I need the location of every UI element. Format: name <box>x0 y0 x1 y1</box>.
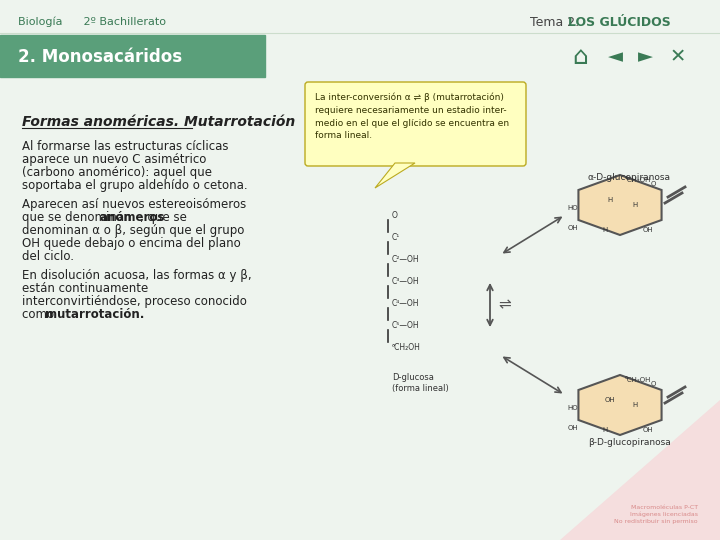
Text: OH: OH <box>605 397 616 403</box>
Text: Biología      2º Bachillerato: Biología 2º Bachillerato <box>18 17 166 27</box>
Text: 2. Monosacáridos: 2. Monosacáridos <box>18 48 182 66</box>
Text: Formas anoméricas. Mutarrotación: Formas anoméricas. Mutarrotación <box>22 115 295 129</box>
Text: anómeros: anómeros <box>99 211 165 224</box>
Text: ⇌: ⇌ <box>498 298 510 313</box>
Text: del ciclo.: del ciclo. <box>22 250 74 263</box>
Text: ✕: ✕ <box>670 48 686 66</box>
Text: soportaba el grupo aldehído o cetona.: soportaba el grupo aldehído o cetona. <box>22 179 248 192</box>
Text: OH: OH <box>567 225 578 231</box>
Text: Macromoléculas P-CT
Imágenes licenciadas
No redistribuir sin permiso: Macromoléculas P-CT Imágenes licenciadas… <box>614 505 698 524</box>
Text: HO: HO <box>567 205 578 211</box>
Text: C⁵—OH: C⁵—OH <box>392 321 420 329</box>
Polygon shape <box>578 375 662 435</box>
Text: La inter-conversión α ⇌ β (mutarrotación)
requiere necesariamente un estadio int: La inter-conversión α ⇌ β (mutarrotación… <box>315 93 509 140</box>
Text: OH quede debajo o encima del plano: OH quede debajo o encima del plano <box>22 237 240 250</box>
Text: β-D-glucopiranosa: β-D-glucopiranosa <box>588 438 671 447</box>
Text: (carbono anomérico): aquel que: (carbono anomérico): aquel que <box>22 166 212 179</box>
Text: como: como <box>22 308 58 321</box>
Text: aparece un nuevo C asimétrico: aparece un nuevo C asimétrico <box>22 153 207 166</box>
Text: O: O <box>392 211 398 219</box>
Text: C⁴—OH: C⁴—OH <box>392 299 420 307</box>
Text: , que se: , que se <box>140 211 187 224</box>
Text: H: H <box>632 402 638 408</box>
Text: C¹: C¹ <box>392 233 400 241</box>
Text: Al formarse las estructuras cíclicas: Al formarse las estructuras cíclicas <box>22 140 228 153</box>
Text: HO: HO <box>567 405 578 411</box>
Text: interconvirtiéndose, proceso conocido: interconvirtiéndose, proceso conocido <box>22 295 247 308</box>
Text: OH: OH <box>643 427 653 433</box>
Text: C³—OH: C³—OH <box>392 276 420 286</box>
FancyBboxPatch shape <box>305 82 526 166</box>
Text: que se denominan: que se denominan <box>22 211 135 224</box>
Text: α-D-glucopiranosa: α-D-glucopiranosa <box>588 173 671 182</box>
Text: ►: ► <box>637 48 652 66</box>
Text: ⁶CH₂OH: ⁶CH₂OH <box>392 342 421 352</box>
Text: H: H <box>603 427 608 433</box>
Text: O: O <box>651 181 657 187</box>
Polygon shape <box>578 175 662 235</box>
Text: ⌂: ⌂ <box>572 45 588 69</box>
Text: Aparecen así nuevos estereoisómeros: Aparecen así nuevos estereoisómeros <box>22 198 246 211</box>
Text: denominan α o β, según que el grupo: denominan α o β, según que el grupo <box>22 224 244 237</box>
Text: ◄: ◄ <box>608 48 623 66</box>
Text: mutarrotación.: mutarrotación. <box>45 308 144 321</box>
Text: LOS GLÚCIDOS: LOS GLÚCIDOS <box>568 16 671 29</box>
Polygon shape <box>375 163 415 188</box>
Text: ⁶CH₂OH: ⁶CH₂OH <box>625 377 651 383</box>
Text: H: H <box>603 227 608 233</box>
Text: C²—OH: C²—OH <box>392 254 420 264</box>
Text: OH: OH <box>643 227 653 233</box>
Text: OH: OH <box>567 425 578 431</box>
Text: En disolución acuosa, las formas α y β,: En disolución acuosa, las formas α y β, <box>22 269 251 282</box>
Text: ⁶CH₂OH: ⁶CH₂OH <box>625 177 651 183</box>
Text: Tema 2.: Tema 2. <box>530 16 583 29</box>
Text: están continuamente: están continuamente <box>22 282 148 295</box>
Text: H: H <box>608 197 613 203</box>
Text: O: O <box>651 381 657 387</box>
Text: D-glucosa
(forma lineal): D-glucosa (forma lineal) <box>392 373 449 393</box>
Bar <box>0 35 265 77</box>
Polygon shape <box>560 400 720 540</box>
Text: H: H <box>632 202 638 208</box>
